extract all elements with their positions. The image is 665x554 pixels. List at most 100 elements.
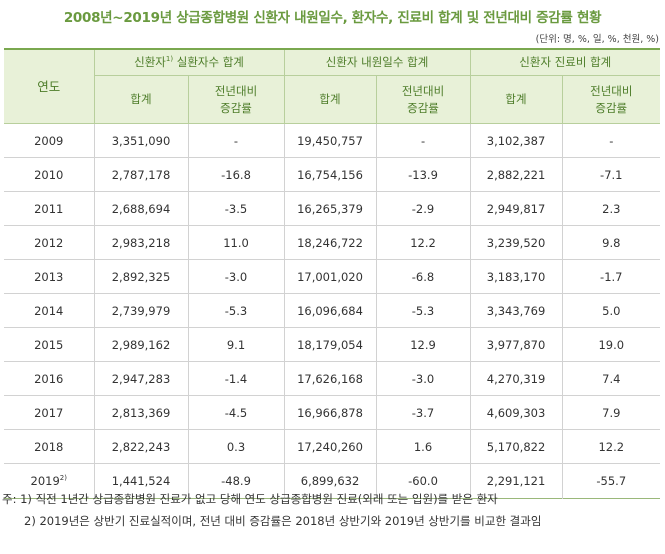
cell-visit-days-sum: 16,096,684: [283, 293, 377, 328]
table-row: 2017 2,813,369 -4.5 16,966,878 -3.7 4,609,303…: [4, 395, 661, 430]
cell-cost-rate: -1.7: [561, 259, 661, 294]
cell-visit-days-rate: 12.9: [375, 327, 471, 362]
cell-cost-sum: 2,291,121: [469, 463, 563, 499]
header-sum: 합계: [283, 75, 377, 124]
year-value: 2012: [34, 235, 64, 250]
cell-cost-sum: 3,239,520: [469, 225, 563, 260]
cell-year: 2017: [4, 395, 94, 430]
cell-visit-days-rate: -13.9: [375, 157, 471, 192]
header-rate-line1: 전년대비: [590, 83, 633, 98]
cell-cost-rate: -7.1: [561, 157, 661, 192]
cell-visit-days-rate: -5.3: [375, 293, 471, 328]
cell-patients-sum: 2,947,283: [93, 361, 188, 396]
table-row: 2011 2,688,694 -3.5 16,265,379 -2.9 2,949,817…: [4, 191, 661, 226]
header-rate-line1: 전년대비: [401, 83, 445, 98]
cell-patients-sum: 2,822,243: [93, 429, 188, 464]
cell-patients-sum: 1,441,524: [93, 463, 188, 499]
year-value: 2016: [34, 371, 64, 386]
cell-patients-rate: -5.3: [187, 293, 285, 328]
cell-cost-rate: 12.2: [561, 429, 661, 464]
cell-patients-rate: -: [187, 123, 285, 158]
table-row: 2013 2,892,325 -3.0 17,001,020 -6.8 3,183,170…: [4, 259, 661, 294]
header-group-visit-days: 신환자 내원일수 합계: [283, 48, 471, 76]
cell-cost-sum: 3,102,387: [469, 123, 563, 158]
cell-patients-sum: 2,892,325: [93, 259, 188, 294]
cell-visit-days-rate: -3.7: [375, 395, 471, 430]
cell-cost-sum: 2,949,817: [469, 191, 563, 226]
header-group-patients-label-rest: 실환자수 합계: [173, 55, 244, 69]
cell-visit-days-sum: 18,246,722: [283, 225, 377, 260]
cell-visit-days-sum: 17,001,020: [283, 259, 377, 294]
year-value: 2015: [34, 337, 64, 352]
table-body: 2009 3,351,090-19,450,757-3,102,387-2010 2…: [4, 123, 661, 499]
year-value: 2014: [34, 303, 64, 318]
cell-visit-days-rate: -6.8: [375, 259, 471, 294]
cell-cost-rate: 5.0: [561, 293, 661, 328]
cell-year: 2012: [4, 225, 94, 260]
footnote-1: 주: 1) 직전 1년간 상급종합병원 진료가 없고 당해 연도 상급종합병원 …: [2, 492, 498, 506]
cell-patients-sum: 2,983,218: [93, 225, 188, 260]
header-sum: 합계: [94, 75, 189, 124]
cell-patients-sum: 2,787,178: [93, 157, 188, 192]
footnote-2: 2) 2019년은 상반기 진료실적이며, 전년 대비 증감률은 2018년 상…: [24, 514, 542, 528]
cell-patients-sum: 3,351,090: [93, 123, 188, 158]
header-group-patients-label: 신환자: [134, 55, 166, 69]
header-year: 연도: [4, 48, 95, 124]
cell-cost-sum: 3,977,870: [469, 327, 563, 362]
table-row: 2015 2,989,162 9.1 18,179,054 12.9 3,977,870 1…: [4, 327, 661, 362]
header-rate-line2: 증감률: [595, 100, 628, 115]
table-row: 2012 2,983,218 11.0 18,246,722 12.2 3,239,520…: [4, 225, 661, 260]
cell-cost-sum: 3,343,769: [469, 293, 563, 328]
header-rate-line1: 전년대비: [214, 83, 258, 98]
cell-cost-rate: 9.8: [561, 225, 661, 260]
cell-cost-rate: 19.0: [561, 327, 661, 362]
cell-cost-rate: -: [561, 123, 661, 158]
table-row: 20192) 1,441,524 -48.9 6,899,632 -60.0 2,291,…: [4, 463, 661, 499]
cell-visit-days-sum: 6,899,632: [283, 463, 377, 499]
cell-patients-rate: -16.8: [187, 157, 285, 192]
cell-cost-rate: 7.4: [561, 361, 661, 396]
year-value: 2018: [34, 439, 64, 454]
cell-cost-sum: 5,170,822: [469, 429, 563, 464]
year-value: 2009: [34, 133, 64, 148]
cell-visit-days-rate: -60.0: [375, 463, 471, 499]
year-value: 2011: [34, 201, 64, 216]
table-row: 2014 2,739,979 -5.3 16,096,684 -5.3 3,343,769…: [4, 293, 661, 328]
header-rate-line2: 증감률: [407, 100, 439, 115]
cell-cost-rate: -55.7: [561, 463, 661, 499]
table-row: 2016 2,947,283 -1.4 17,626,168 -3.0 4,270,319…: [4, 361, 661, 396]
cell-patients-rate: 9.1: [187, 327, 285, 362]
cell-visit-days-sum: 18,179,054: [283, 327, 377, 362]
header-rate-line2: 증감률: [220, 100, 252, 115]
cell-visit-days-sum: 19,450,757: [283, 123, 377, 158]
table-row: 2009 3,351,090-19,450,757-3,102,387-: [4, 123, 661, 158]
cell-visit-days-rate: 1.6: [375, 429, 471, 464]
cell-cost-sum: 2,882,221: [469, 157, 563, 192]
stats-table: 연도 신환자1) 실환자수 합계 신환자 내원일수 합계 신환자 진료비 합계 …: [4, 48, 661, 499]
year-value: 2010: [34, 167, 64, 182]
cell-visit-days-rate: 12.2: [375, 225, 471, 260]
cell-year: 2011: [4, 191, 94, 226]
year-value: 2019: [30, 474, 60, 488]
cell-cost-sum: 4,270,319: [469, 361, 563, 396]
cell-year: 2010: [4, 157, 94, 192]
header-sum: 합계: [469, 75, 563, 124]
cell-cost-sum: 3,183,170: [469, 259, 563, 294]
year-value: 2013: [34, 269, 64, 284]
cell-visit-days-rate: -: [375, 123, 471, 158]
cell-year: 2015: [4, 327, 94, 362]
cell-patients-rate: -48.9: [187, 463, 285, 499]
cell-year: 2009: [4, 123, 94, 158]
cell-patients-rate: -3.5: [187, 191, 285, 226]
header-group-patients: 신환자1) 실환자수 합계: [93, 48, 285, 76]
cell-year: 2016: [4, 361, 94, 396]
cell-visit-days-rate: -3.0: [375, 361, 471, 396]
cell-visit-days-sum: 16,754,156: [283, 157, 377, 192]
cell-patients-rate: 0.3: [187, 429, 285, 464]
table-row: 2018 2,822,243 0.3 17,240,260 1.6 5,170,822 12…: [4, 429, 661, 464]
unit-label: (단위: 명, %, 일, %, 천원, %): [535, 34, 659, 45]
cell-year: 2013: [4, 259, 94, 294]
cell-patients-sum: 2,813,369: [93, 395, 188, 430]
